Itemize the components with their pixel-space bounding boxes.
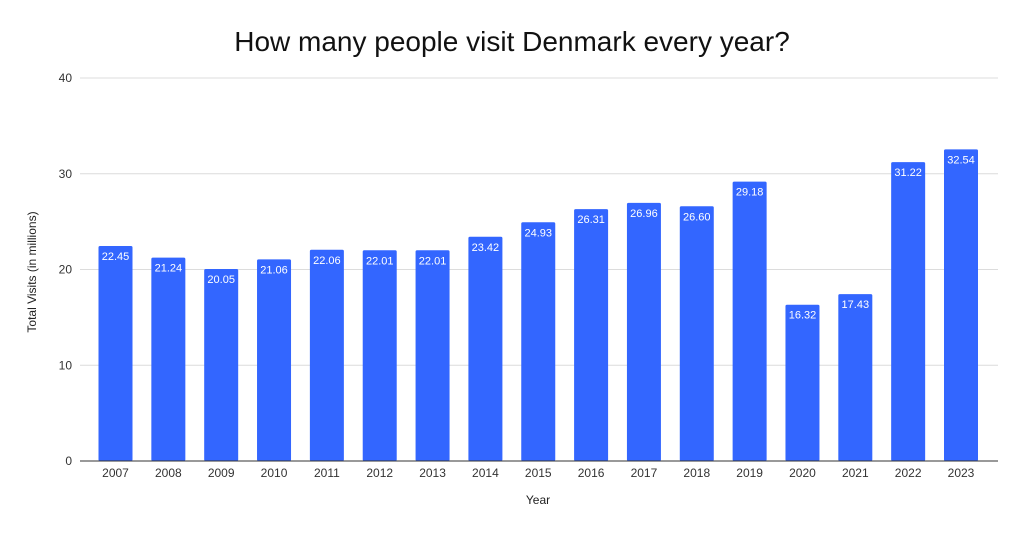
bar (362, 250, 397, 461)
x-tick-label: 2022 (895, 466, 922, 480)
x-tick-label: 2009 (208, 466, 235, 480)
data-label: 26.96 (630, 208, 658, 220)
bar (98, 246, 133, 461)
bar (732, 181, 767, 461)
bar (257, 259, 292, 461)
data-label: 24.93 (524, 227, 552, 239)
data-label: 32.54 (947, 154, 975, 166)
bar (626, 202, 661, 461)
bar (679, 206, 714, 461)
data-label: 20.05 (207, 274, 235, 286)
y-tick-label: 40 (59, 71, 73, 85)
bar (521, 222, 556, 461)
x-tick-label: 2010 (261, 466, 288, 480)
data-label: 22.06 (313, 255, 341, 267)
y-tick-label: 30 (59, 167, 73, 181)
data-label: 22.45 (102, 251, 130, 263)
x-tick-label: 2011 (314, 466, 340, 480)
x-tick-label: 2023 (948, 466, 975, 480)
data-label: 16.32 (789, 310, 817, 322)
x-tick-label: 2020 (789, 466, 816, 480)
x-tick-label: 2015 (525, 466, 552, 480)
data-label: 23.42 (472, 242, 500, 254)
x-tick-label: 2012 (366, 466, 393, 480)
x-tick-label: 2014 (472, 466, 499, 480)
data-label: 17.43 (842, 299, 870, 311)
x-tick-label: 2018 (683, 466, 710, 480)
x-tick-label: 2017 (631, 466, 658, 480)
x-tick-label: 2008 (155, 466, 182, 480)
y-axis-title: Total Visits (in millions) (25, 211, 39, 332)
bar (785, 304, 820, 461)
data-label: 22.01 (366, 255, 394, 267)
bar (838, 294, 873, 461)
bar (204, 269, 239, 461)
x-tick-label: 2007 (102, 466, 129, 480)
x-tick-label: 2013 (419, 466, 446, 480)
data-label: 22.01 (419, 255, 447, 267)
x-tick-label: 2016 (578, 466, 605, 480)
y-tick-label: 10 (59, 358, 73, 372)
x-tick-label: 2021 (842, 466, 869, 480)
data-label: 21.06 (260, 264, 288, 276)
data-label: 21.24 (155, 263, 183, 275)
y-tick-label: 20 (59, 263, 73, 277)
y-axis-ticks: 0 10 20 30 40 (59, 71, 73, 468)
x-axis-ticks: 2007 2008 2009 2010 2011 2012 2013 2014 2015 2016… (102, 466, 975, 480)
bar (891, 162, 926, 462)
bar (309, 249, 344, 461)
bar (415, 250, 450, 461)
bar (574, 209, 609, 461)
x-axis-title: Year (526, 493, 550, 507)
bar (151, 257, 186, 461)
data-label: 26.60 (683, 211, 711, 223)
data-label: 26.31 (577, 214, 605, 226)
x-tick-label: 2019 (736, 466, 763, 480)
bar (944, 149, 978, 461)
data-label: 31.22 (894, 167, 922, 179)
data-labels: 22.45 21.24 20.05 21.06 22.06 22.01 22.01 23.42… (102, 154, 975, 321)
y-tick-label: 0 (65, 454, 72, 468)
bars (98, 149, 978, 462)
data-label: 29.18 (736, 187, 764, 199)
bar (468, 236, 503, 461)
chart-title: How many people visit Denmark every year… (234, 26, 790, 57)
